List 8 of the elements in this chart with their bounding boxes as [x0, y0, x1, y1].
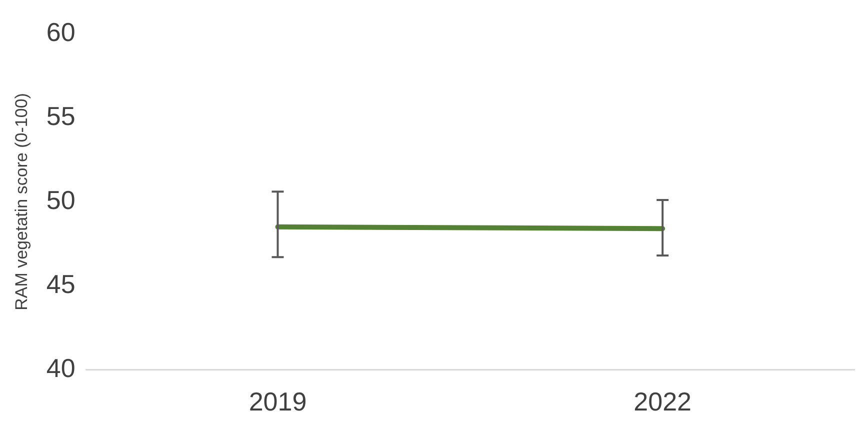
- y-tick-label: 50: [46, 184, 76, 215]
- x-tick-label: 2019: [248, 386, 307, 417]
- y-tick-label: 55: [46, 100, 76, 131]
- y-tick-label: 45: [46, 268, 76, 299]
- x-tick-label: 2022: [634, 386, 692, 417]
- y-tick-label: 60: [46, 16, 76, 47]
- y-axis-title: RAM vegetatin score (0-100): [12, 93, 31, 310]
- y-tick-label: 40: [46, 352, 76, 383]
